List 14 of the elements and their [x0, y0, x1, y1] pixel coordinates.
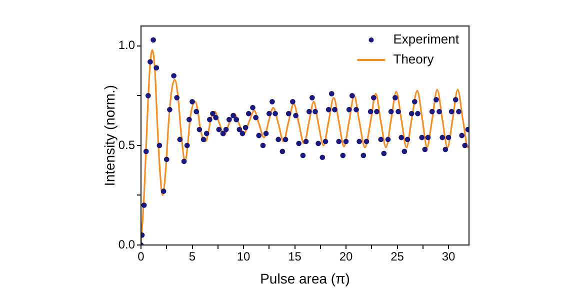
y-tick-label: 0.5	[118, 138, 136, 152]
x-tick-label: 10	[236, 250, 250, 264]
legend-label: Theory	[393, 52, 434, 67]
x-tick-label: 20	[339, 250, 353, 264]
x-tick-label: 5	[188, 250, 196, 264]
x-tick-label: 15	[288, 250, 302, 264]
y-tick-label: 1.0	[118, 38, 136, 52]
x-axis-title: Pulse area (π)	[260, 270, 350, 286]
legend-label: Experiment	[393, 32, 460, 47]
y-axis-title: Intensity (norm.)	[101, 84, 118, 186]
x-tick-label: 0	[138, 250, 145, 264]
x-tick-label: 25	[390, 250, 404, 264]
x-tick-label: 30	[442, 250, 456, 264]
y-tick-label: 0.0	[118, 237, 136, 252]
